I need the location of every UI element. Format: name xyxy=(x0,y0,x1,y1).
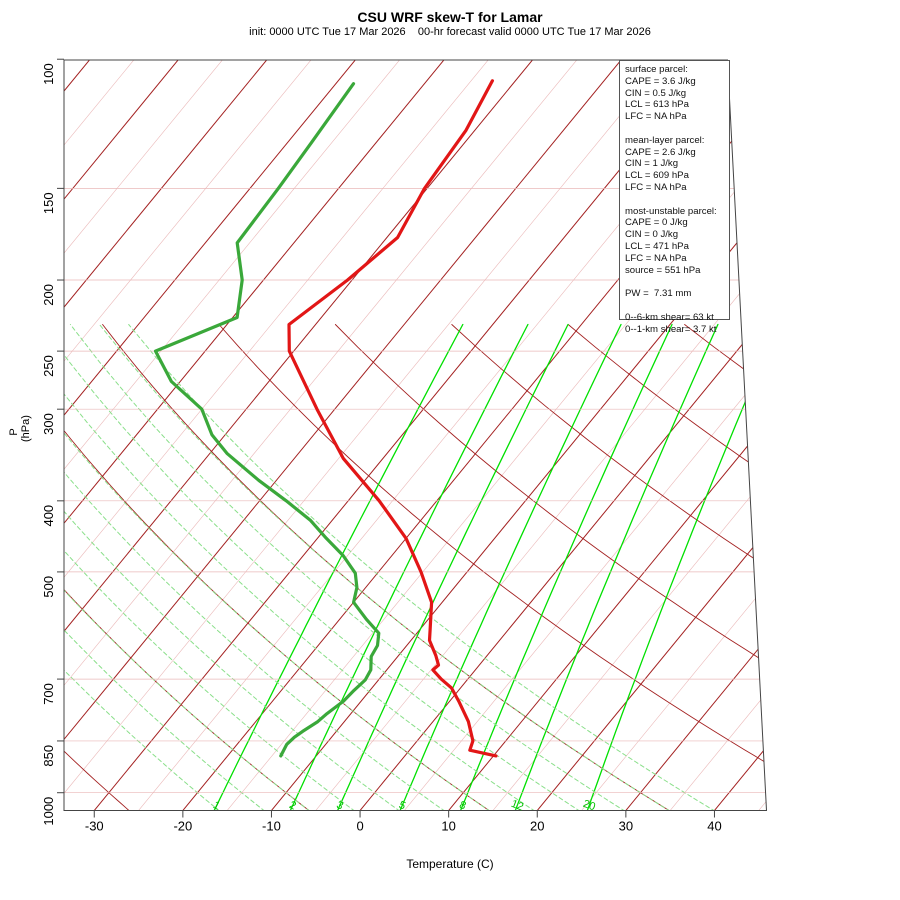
svg-text:400: 400 xyxy=(41,505,56,527)
svg-text:1000: 1000 xyxy=(41,797,56,826)
svg-text:0: 0 xyxy=(356,819,363,834)
svg-text:-20: -20 xyxy=(173,819,192,834)
svg-text:200: 200 xyxy=(41,284,56,306)
svg-text:-30: -30 xyxy=(85,819,104,834)
svg-text:850: 850 xyxy=(41,745,56,767)
svg-text:250: 250 xyxy=(41,355,56,377)
svg-text:40: 40 xyxy=(707,819,721,834)
svg-text:-10: -10 xyxy=(262,819,281,834)
svg-text:30: 30 xyxy=(619,819,633,834)
svg-text:700: 700 xyxy=(41,683,56,705)
svg-text:500: 500 xyxy=(41,576,56,598)
svg-text:10: 10 xyxy=(441,819,455,834)
svg-text:300: 300 xyxy=(41,413,56,435)
svg-text:20: 20 xyxy=(530,819,544,834)
svg-text:150: 150 xyxy=(41,192,56,214)
svg-text:100: 100 xyxy=(41,63,56,85)
